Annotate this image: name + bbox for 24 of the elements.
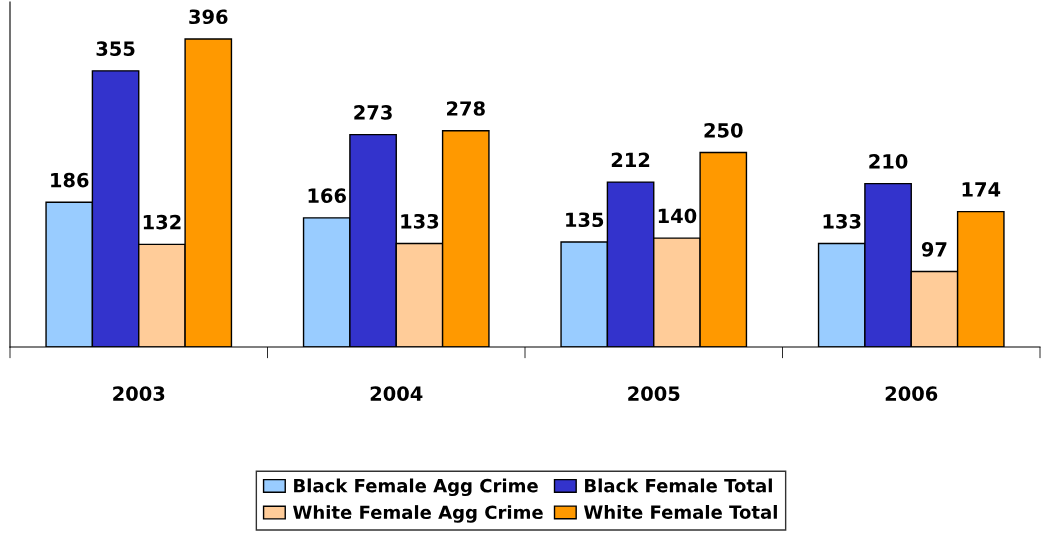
data-label: 133	[823, 213, 861, 229]
data-label: 278	[447, 101, 485, 116]
data-label: 166	[308, 188, 346, 203]
data-label: 355	[96, 41, 135, 56]
data-label: 396	[189, 9, 228, 25]
legend-label: White Female Total	[583, 504, 777, 519]
x-tick-label: 2003	[113, 386, 165, 401]
data-label: 250	[704, 122, 743, 138]
data-label: 174	[962, 182, 1001, 197]
legend-label: Black Female Total	[585, 478, 772, 493]
data-label: 210	[869, 154, 908, 169]
data-label: 135	[566, 212, 604, 228]
legend-label: White Female Agg Crime	[293, 505, 543, 523]
data-label: 212	[611, 152, 650, 167]
x-tick-label: 2005	[628, 386, 680, 401]
x-tick-label: 2004	[370, 386, 423, 401]
data-label: 140	[658, 208, 697, 224]
data-label: 133	[401, 213, 439, 229]
x-tick-label: 2006	[885, 386, 938, 401]
data-label: 273	[354, 105, 392, 120]
data-label: 132	[143, 214, 181, 230]
legend-label: Black Female Agg Crime	[294, 478, 538, 497]
data-label: 186	[51, 172, 89, 188]
data-label: 97	[921, 241, 947, 257]
